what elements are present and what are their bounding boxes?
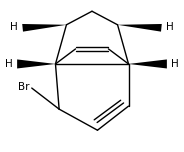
Text: H: H xyxy=(166,22,174,32)
Text: H: H xyxy=(5,59,13,69)
Polygon shape xyxy=(17,59,56,68)
Polygon shape xyxy=(118,24,162,32)
Polygon shape xyxy=(22,24,66,32)
Text: H: H xyxy=(171,59,179,69)
Polygon shape xyxy=(128,59,167,68)
Text: Br: Br xyxy=(18,82,30,92)
Text: H: H xyxy=(10,22,18,32)
